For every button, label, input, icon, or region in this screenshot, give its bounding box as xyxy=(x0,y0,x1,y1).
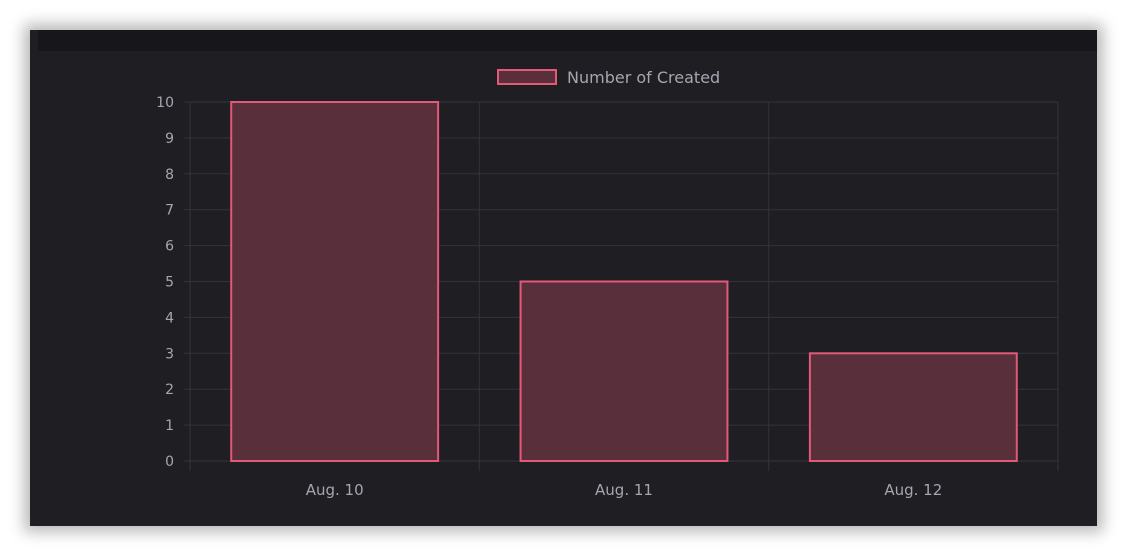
bar xyxy=(519,280,729,462)
x-tick-label: Aug. 11 xyxy=(595,481,653,499)
y-tick-label: 4 xyxy=(165,310,174,326)
y-tick-label: 9 xyxy=(165,131,174,147)
chart-panel: Number of Created 0 1 2 3 4 5 6 7 8 9 10 Aug. 10 Aug… xyxy=(30,30,1097,526)
bar-chart: 0 1 2 3 4 5 6 7 8 9 10 Aug. 10 Aug. 11 Aug. 12 xyxy=(156,95,1059,499)
y-tick-label: 6 xyxy=(165,239,174,255)
legend-label: Number of Created xyxy=(567,67,721,87)
x-tick-label: Aug. 12 xyxy=(884,481,942,499)
y-tick-label: 2 xyxy=(165,382,174,398)
y-tick-label: 7 xyxy=(165,203,174,219)
chart-legend[interactable]: Number of Created xyxy=(497,66,720,88)
y-tick-label: 8 xyxy=(165,167,174,183)
y-tick-label: 5 xyxy=(165,275,174,291)
panel-header-bar xyxy=(38,30,1097,51)
x-tick-label: Aug. 10 xyxy=(306,481,364,499)
y-tick-label: 10 xyxy=(156,95,174,111)
legend-swatch xyxy=(497,69,557,85)
y-tick-label: 3 xyxy=(165,346,174,362)
bar xyxy=(808,352,1018,462)
bar xyxy=(230,101,440,462)
y-tick-label: 1 xyxy=(165,418,174,434)
y-tick-label: 0 xyxy=(165,454,174,470)
